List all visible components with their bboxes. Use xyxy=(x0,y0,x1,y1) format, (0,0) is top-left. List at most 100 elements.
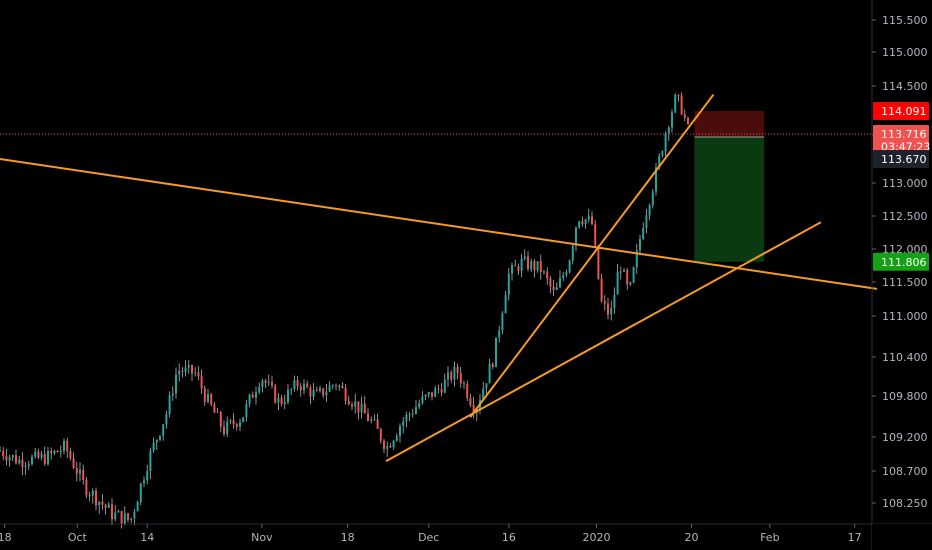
candle-body xyxy=(242,417,245,422)
candle-body xyxy=(546,271,549,279)
candle-body xyxy=(56,450,59,453)
candle-body xyxy=(447,372,449,380)
candle-body xyxy=(315,390,318,392)
candle-body xyxy=(370,419,373,421)
candle-body xyxy=(517,266,520,271)
candle-body xyxy=(626,270,629,285)
x-tick-label: 17 xyxy=(848,531,862,544)
position-box[interactable] xyxy=(694,111,765,262)
candle-body xyxy=(555,287,558,291)
candle-body xyxy=(373,419,376,421)
candle-body xyxy=(639,239,641,251)
candle-body xyxy=(181,370,184,373)
candle-body xyxy=(104,504,107,508)
candle-body xyxy=(511,265,513,274)
candle-body xyxy=(274,385,277,403)
candle-body xyxy=(216,412,219,414)
candle-body xyxy=(0,450,1,452)
y-axis[interactable]: 115.500115.000114.500113.700113.000112.5… xyxy=(872,14,928,510)
trend-line[interactable] xyxy=(469,94,714,418)
candle-body xyxy=(651,191,654,206)
candle-body xyxy=(427,392,430,395)
trend-line[interactable] xyxy=(385,221,822,462)
candle-body xyxy=(658,155,661,168)
candle-body xyxy=(389,445,392,448)
candle-body xyxy=(18,459,21,464)
candle-body xyxy=(431,392,433,397)
candle-body xyxy=(91,490,94,496)
candle-body xyxy=(440,389,443,393)
candle-body xyxy=(379,428,382,441)
candle-body xyxy=(648,205,651,216)
trend-lines[interactable] xyxy=(0,94,878,462)
settings-corner[interactable] xyxy=(872,524,932,550)
candle-body xyxy=(683,114,686,118)
x-axis[interactable]: 18 Oct 14 Nov 18 Dec 16 2020 20 Feb 17 xyxy=(0,524,862,544)
candle-body xyxy=(85,479,88,496)
candle-body xyxy=(8,457,11,461)
candle-body xyxy=(178,370,181,375)
candle-body xyxy=(146,471,149,481)
candle-body xyxy=(194,372,197,374)
candle-body xyxy=(107,504,110,508)
candle-body xyxy=(114,512,117,520)
candle-body xyxy=(549,278,552,287)
candle-body xyxy=(443,379,446,393)
candle-body xyxy=(139,483,142,503)
candle-body xyxy=(335,385,337,387)
candle-body xyxy=(37,451,40,458)
candle-body xyxy=(415,407,417,414)
candle-body xyxy=(533,261,536,271)
candle-body xyxy=(482,388,485,400)
candles xyxy=(0,92,689,529)
candle-body xyxy=(411,413,414,415)
candle-body xyxy=(632,267,635,283)
candle-body xyxy=(498,330,501,338)
candle-body xyxy=(200,376,203,389)
candle-body xyxy=(171,393,174,396)
candle-body xyxy=(325,391,328,396)
y-tick-label: 110.400 xyxy=(882,351,928,364)
candle-body xyxy=(184,367,187,373)
y-tick-label: 111.500 xyxy=(882,276,928,289)
y-tick-label: 113.000 xyxy=(882,177,928,190)
candle-body xyxy=(597,245,600,279)
candle-body xyxy=(271,381,273,386)
candle-body xyxy=(347,400,350,405)
candle-body xyxy=(296,380,299,387)
candle-body xyxy=(562,275,565,279)
candle-body xyxy=(568,260,571,273)
x-tick-label: 18 xyxy=(341,531,355,544)
candle-body xyxy=(680,95,683,115)
candle-body xyxy=(43,453,46,464)
candle-body xyxy=(309,387,312,397)
price-tag-label: 111.806 xyxy=(881,256,927,269)
candle-body xyxy=(15,455,17,464)
candle-body xyxy=(207,394,209,403)
candle-body xyxy=(351,404,353,407)
candle-body xyxy=(543,271,545,273)
candle-body xyxy=(619,271,622,273)
candle-body xyxy=(53,450,56,454)
candle-body xyxy=(661,151,664,156)
candle-body xyxy=(399,425,401,436)
trend-line[interactable] xyxy=(0,158,878,290)
candle-body xyxy=(245,403,248,418)
y-tick-label: 112.000 xyxy=(882,243,928,256)
candle-body xyxy=(418,403,421,408)
x-tick-label: 18 xyxy=(0,531,12,544)
candle-body xyxy=(290,389,293,391)
candle-body xyxy=(587,216,590,220)
candle-body xyxy=(559,278,561,288)
candle-body xyxy=(111,504,113,520)
candle-body xyxy=(616,271,619,295)
candle-body xyxy=(514,265,517,267)
candle-body xyxy=(360,403,363,413)
price-tag-label: 114.091 xyxy=(881,105,927,118)
candle-body xyxy=(437,388,440,390)
candle-body xyxy=(31,456,33,465)
candle-body xyxy=(539,261,542,272)
candle-body xyxy=(552,286,555,291)
candle-body xyxy=(674,94,677,113)
